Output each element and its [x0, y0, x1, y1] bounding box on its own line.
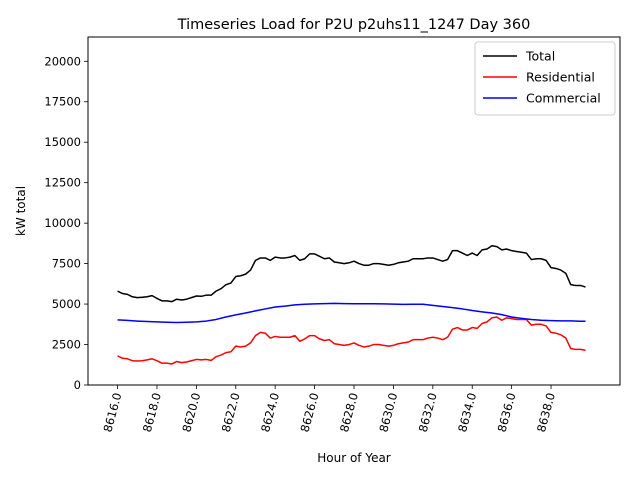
y-tick-label: 2500	[52, 338, 81, 352]
legend: Total Residential Commercial	[474, 41, 616, 116]
axes-frame	[87, 36, 621, 386]
y-tick-label: 20000	[44, 54, 81, 68]
y-tick-label: 0	[74, 378, 81, 392]
legend-label-commercial: Commercial	[526, 91, 601, 106]
legend-label-residential: Residential	[526, 70, 595, 85]
y-tick-label: 12500	[44, 176, 81, 190]
plot-area	[117, 245, 586, 365]
chart-title: Timeseries Load for P2U p2uhs11_1247 Day…	[177, 17, 531, 33]
series-line-commercial	[117, 302, 586, 324]
y-tick-label: 17500	[44, 95, 81, 109]
y-tick-label: 7500	[52, 257, 81, 271]
legend-frame	[474, 41, 616, 116]
x-axis-label: Hour of Year	[317, 451, 391, 465]
y-tick-label: 10000	[44, 216, 81, 230]
y-axis-label: kW total	[14, 186, 28, 236]
series-line-residential	[117, 316, 586, 365]
y-tick-label: 15000	[44, 135, 81, 149]
series-line-total	[117, 245, 586, 303]
legend-label-total: Total	[525, 49, 555, 64]
y-tick-label: 5000	[52, 297, 81, 311]
y-axis-ticks: 0 2500 5000 7500 10000 12500 15000 17500 20000	[44, 54, 88, 392]
